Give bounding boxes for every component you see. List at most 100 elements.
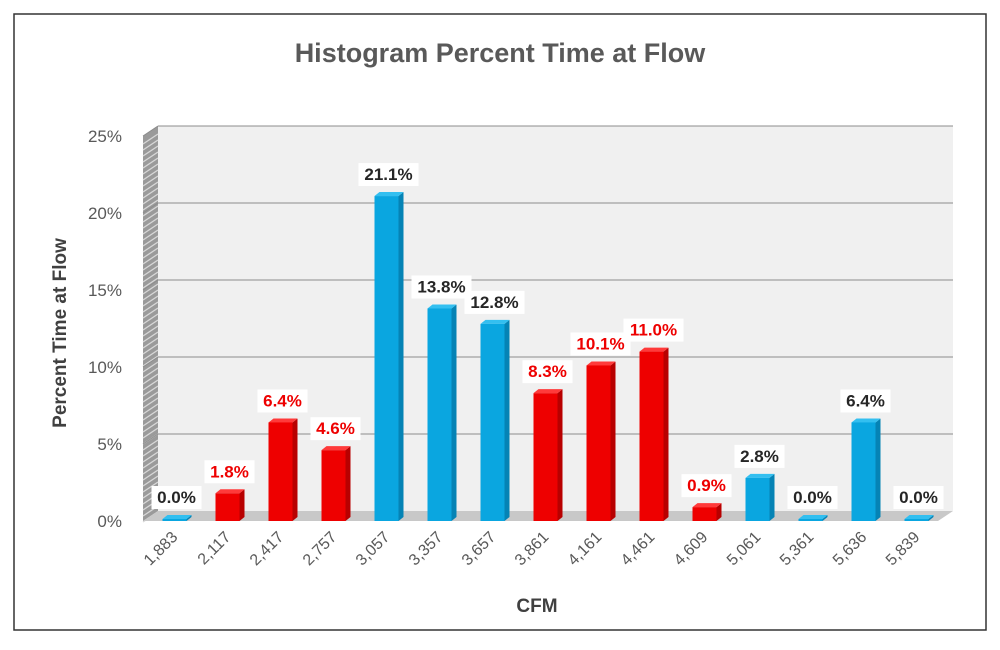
side-wall-hatch: [142, 379, 159, 391]
side-wall-hatch: [142, 235, 159, 247]
data-label: 12.8%: [470, 293, 518, 312]
bar-face: [480, 323, 505, 521]
bar-face: [904, 519, 929, 521]
side-wall-hatch: [142, 337, 159, 349]
side-wall-hatch: [142, 313, 159, 325]
gridline-diag: [142, 125, 159, 137]
data-label-bg: [151, 486, 202, 509]
side-wall-hatch: [142, 217, 159, 229]
side-wall-hatch: [142, 349, 159, 361]
side-wall-hatch: [142, 373, 159, 385]
side-wall-hatch: [142, 277, 159, 289]
side-wall-hatch: [142, 475, 159, 487]
data-label-bg: [623, 318, 684, 342]
side-wall-hatch: [142, 469, 159, 481]
bar-face: [639, 351, 664, 521]
side-wall-hatch: [142, 415, 159, 427]
bar-face: [586, 365, 611, 521]
bar: [480, 319, 510, 521]
side-wall-hatch: [142, 241, 159, 253]
side-wall-hatch: [142, 247, 159, 259]
y-axis-label: Percent Time at Flow: [50, 238, 71, 428]
bar: [215, 489, 245, 521]
bar-top: [480, 319, 510, 324]
data-label-bg: [358, 163, 419, 187]
data-label-bg: [310, 417, 361, 441]
bar: [374, 192, 404, 521]
side-wall-hatch: [142, 205, 159, 217]
bar: [745, 473, 775, 521]
data-labels: 0.0% 1.8% 6.4% 4.6% 21.1% 13.8% 12.8% 8.3% 10.1%…: [151, 163, 944, 509]
bar-top: [798, 515, 828, 519]
bar-face: [427, 308, 452, 521]
bar-top: [904, 515, 934, 519]
data-label: 0.9%: [687, 476, 726, 495]
data-label-bg: [464, 290, 525, 314]
side-wall-hatch: [142, 301, 159, 313]
bar: [639, 347, 669, 521]
bar-side: [557, 389, 563, 521]
bar-face: [745, 477, 770, 521]
data-label: 0.0%: [157, 488, 196, 507]
bar-side: [398, 192, 404, 521]
bar: [162, 515, 192, 521]
side-wall-hatch: [142, 271, 159, 283]
side-wall-hatch: [142, 307, 159, 319]
y-tick-label: 5%: [97, 435, 122, 454]
side-wall-hatch: [142, 157, 159, 169]
bar: [904, 515, 934, 521]
side-wall-hatch: [142, 223, 159, 235]
bar-top: [162, 515, 192, 519]
bar-face: [692, 507, 717, 521]
back-wall: [158, 126, 953, 511]
data-label: 6.4%: [263, 391, 302, 410]
side-wall-hatch: [142, 397, 159, 409]
side-wall-hatch: [142, 181, 159, 193]
bar: [533, 389, 563, 521]
bar-face: [798, 519, 823, 521]
gridline-diag: [142, 356, 159, 368]
bar-side: [292, 418, 298, 521]
data-label: 1.8%: [210, 462, 249, 481]
side-wall-hatch: [142, 481, 159, 493]
side-wall-hatch: [142, 319, 159, 331]
bar-face: [321, 450, 346, 521]
bar-side: [504, 319, 510, 521]
bar-top: [268, 418, 298, 423]
data-label-bg: [522, 360, 573, 384]
side-wall-hatch: [142, 253, 159, 265]
side-wall-hatch: [142, 403, 159, 415]
bar-top: [745, 473, 775, 478]
data-label: 11.0%: [630, 321, 677, 340]
bar: [321, 446, 351, 521]
data-label: 10.1%: [576, 334, 624, 353]
bar-face: [215, 493, 240, 521]
side-wall-hatch: [142, 187, 159, 199]
bar-side: [875, 418, 881, 521]
side-wall-hatch: [142, 445, 159, 457]
side-wall-hatch: [142, 259, 159, 271]
side-wall-hatch: [142, 457, 159, 469]
bar: [427, 304, 457, 521]
bar-side: [716, 503, 722, 521]
data-label: 4.6%: [316, 419, 355, 438]
side-wall-hatch: [142, 361, 159, 373]
x-axis-label: CFM: [516, 596, 557, 617]
bar-side: [186, 515, 192, 521]
bar-side: [239, 489, 245, 521]
side-wall-hatch: [142, 385, 159, 397]
bar-top: [427, 304, 457, 309]
side-wall-hatch: [142, 229, 159, 241]
bar-side: [928, 515, 934, 521]
bar-top: [851, 418, 881, 423]
bar: [586, 361, 616, 521]
side-wall-hatch: [142, 175, 159, 187]
bar-top: [692, 503, 722, 508]
side-wall-hatch: [142, 151, 159, 163]
side-wall-hatch: [142, 199, 159, 211]
side-wall-hatch: [142, 421, 159, 433]
bar: [851, 418, 881, 521]
y-tick-label: 10%: [88, 358, 122, 377]
side-wall-hatch: [142, 139, 159, 151]
y-tick-label: 0%: [97, 512, 122, 531]
